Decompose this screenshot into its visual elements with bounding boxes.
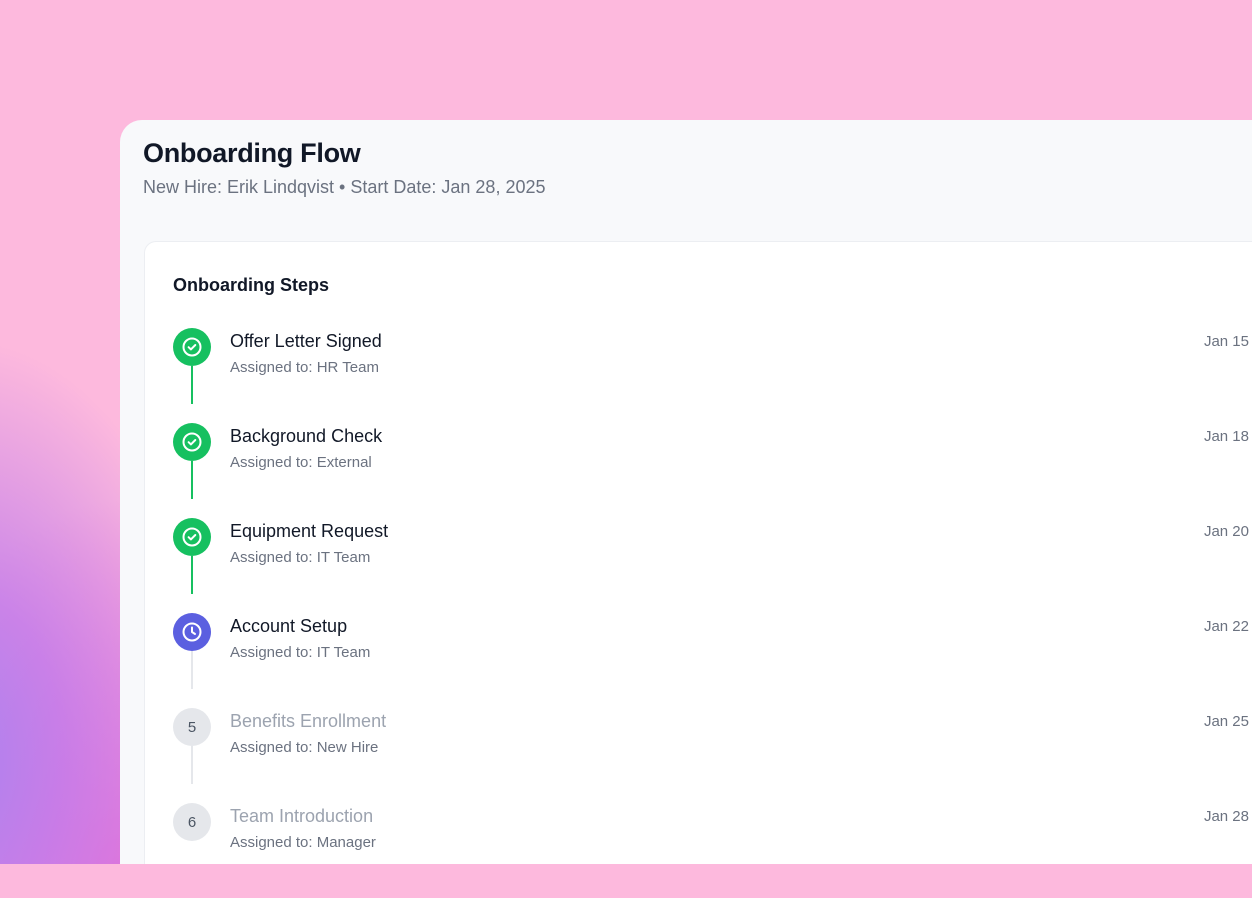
card-title: Onboarding Steps bbox=[173, 275, 330, 295]
onboarding-panel: Onboarding Flow New Hire: Erik Lindqvist… bbox=[120, 120, 1252, 864]
step-assignee: Assigned to: New Hire bbox=[230, 739, 379, 756]
page-title: Onboarding Flow bbox=[143, 138, 361, 168]
step-title: Team Introduction bbox=[230, 806, 374, 826]
step-date: Jan 20 bbox=[1203, 523, 1249, 540]
timeline-connector bbox=[191, 366, 193, 404]
step-assignee: Assigned to: IT Team bbox=[230, 549, 371, 566]
clock-icon bbox=[173, 613, 211, 651]
step-date: Jan 18 bbox=[1203, 428, 1249, 445]
timeline-connector bbox=[191, 461, 193, 499]
onboarding-step[interactable]: Account Setup Assigned to: IT Team Jan 22 bbox=[173, 613, 1249, 708]
check-circle-icon bbox=[173, 423, 211, 461]
step-number: 6 bbox=[187, 813, 197, 831]
timeline-connector bbox=[191, 556, 193, 594]
step-assignee: Assigned to: Manager bbox=[230, 834, 376, 851]
step-assignee: Assigned to: External bbox=[230, 454, 372, 471]
step-date: Jan 28 bbox=[1203, 808, 1249, 825]
onboarding-step[interactable]: 5 Benefits Enrollment Assigned to: New Hir… bbox=[173, 708, 1249, 803]
step-assignee: Assigned to: IT Team bbox=[230, 644, 371, 661]
step-title: Offer Letter Signed bbox=[230, 331, 382, 351]
step-number-badge: 6 bbox=[173, 803, 211, 841]
check-circle-icon bbox=[173, 328, 211, 366]
onboarding-step[interactable]: Offer Letter Signed Assigned to: HR Team J… bbox=[173, 328, 1249, 423]
timeline-connector bbox=[191, 746, 193, 784]
step-date: Jan 25 bbox=[1203, 713, 1249, 730]
step-title: Equipment Request bbox=[230, 521, 389, 541]
onboarding-steps-card: Onboarding Steps Offer Letter Signed Assi… bbox=[144, 241, 1252, 864]
step-date: Jan 15 bbox=[1203, 333, 1249, 350]
step-title: Account Setup bbox=[230, 616, 348, 636]
page-subtitle: New Hire: Erik Lindqvist • Start Date: J… bbox=[143, 177, 546, 197]
step-assignee: Assigned to: HR Team bbox=[230, 359, 379, 376]
onboarding-step[interactable]: 6 Team Introduction Assigned to: Manager Ja… bbox=[173, 803, 1249, 898]
check-circle-icon bbox=[173, 518, 211, 556]
step-title: Benefits Enrollment bbox=[230, 711, 387, 731]
onboarding-step[interactable]: Equipment Request Assigned to: IT Team Jan… bbox=[173, 518, 1249, 613]
step-title: Background Check bbox=[230, 426, 383, 446]
step-number-badge: 5 bbox=[173, 708, 211, 746]
step-number: 5 bbox=[187, 718, 197, 736]
onboarding-step[interactable]: Background Check Assigned to: External Jan… bbox=[173, 423, 1249, 518]
step-date: Jan 22 bbox=[1203, 618, 1249, 635]
timeline-connector bbox=[191, 651, 193, 689]
